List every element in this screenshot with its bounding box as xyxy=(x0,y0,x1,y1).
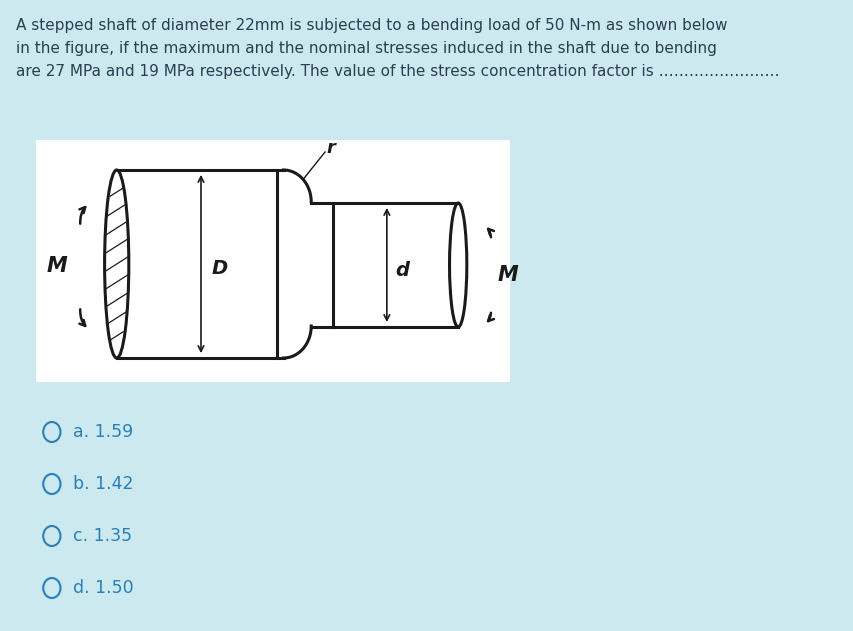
Ellipse shape xyxy=(104,170,129,358)
Text: r: r xyxy=(327,139,335,157)
Text: b. 1.42: b. 1.42 xyxy=(73,475,133,493)
Text: a. 1.59: a. 1.59 xyxy=(73,423,133,441)
Ellipse shape xyxy=(449,203,467,327)
Bar xyxy=(117,170,276,358)
Text: M: M xyxy=(497,265,518,285)
Bar xyxy=(37,140,509,382)
Text: D: D xyxy=(212,259,228,278)
Text: d. 1.50: d. 1.50 xyxy=(73,579,133,597)
Text: d: d xyxy=(395,261,409,280)
Text: A stepped shaft of diameter 22mm is subjected to a bending load of 50 N-m as sho: A stepped shaft of diameter 22mm is subj… xyxy=(15,18,778,79)
Text: c. 1.35: c. 1.35 xyxy=(73,527,131,545)
Text: M: M xyxy=(47,256,67,276)
